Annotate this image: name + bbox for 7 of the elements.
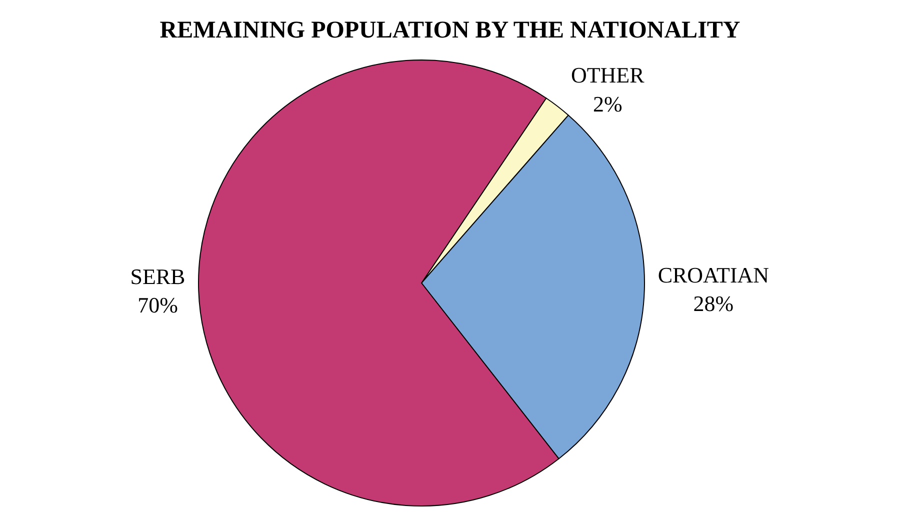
slice-label: CROATIAN xyxy=(658,262,770,288)
chart-title: REMAINING POPULATION BY THE NATIONALITY xyxy=(160,17,740,44)
data-label: 2% xyxy=(592,91,622,116)
data-label: 70% xyxy=(138,292,178,318)
slice-label: OTHER xyxy=(570,62,645,88)
slice-label: SERB xyxy=(130,264,186,290)
data-label: 28% xyxy=(693,291,734,316)
